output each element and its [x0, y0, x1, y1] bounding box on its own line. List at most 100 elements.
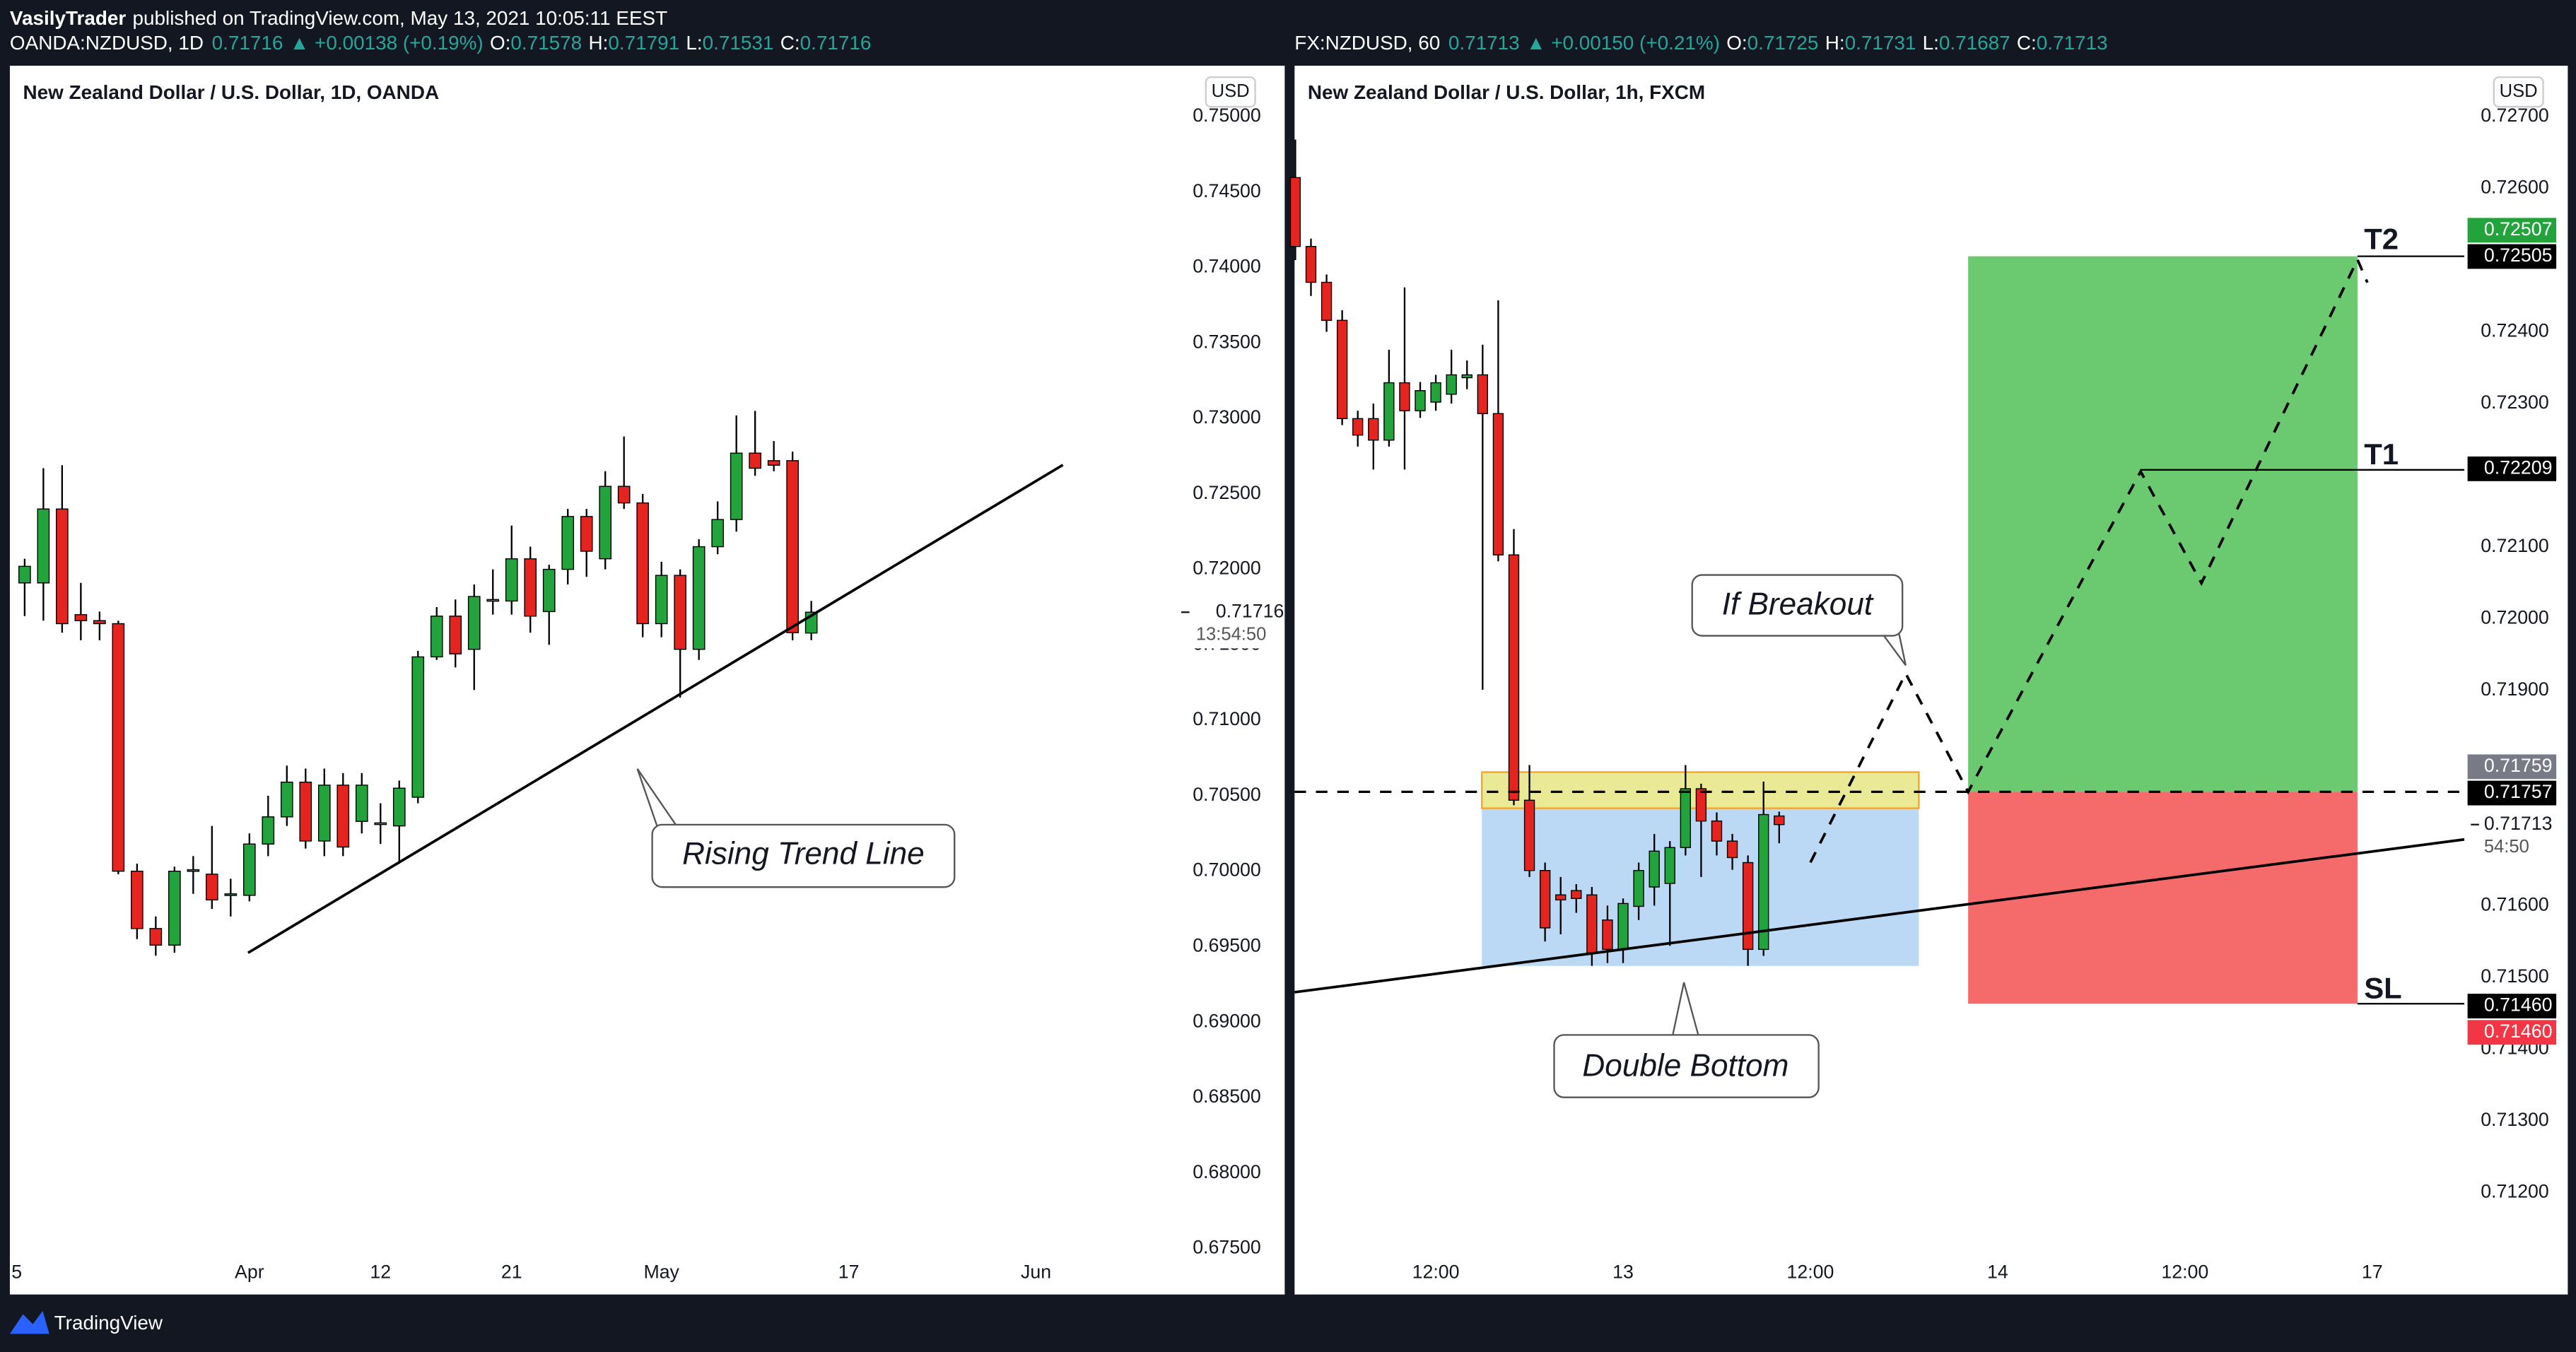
callout-pointer: [1882, 633, 1907, 666]
candle-body: [1726, 840, 1738, 859]
candle-body: [692, 546, 706, 650]
candle-body: [580, 516, 593, 552]
candle-body: [524, 558, 537, 617]
candle-body: [730, 452, 743, 520]
price-label: 0.71757: [2484, 781, 2553, 802]
candle-body: [93, 620, 106, 625]
x-tick-label: 13: [1612, 1261, 1634, 1282]
candle-body: [355, 784, 368, 822]
candle-body: [1774, 815, 1785, 825]
ohlc-name: C:: [2017, 32, 2037, 54]
published: published on TradingView.com, May 13, 20…: [133, 7, 668, 29]
stop-zone: [1968, 792, 2358, 1004]
price-label-box: [2467, 994, 2557, 1018]
y-tick-label: 0.72000: [1193, 558, 1261, 579]
quote-line: FX:NZDUSD, 60 0.71713 ▲ +0.00150 (+0.21%) O…: [1294, 32, 2107, 54]
y-tick-label: 0.71900: [2481, 678, 2549, 700]
y-tick-label: 0.68000: [1193, 1161, 1261, 1182]
y-tick-label: 0.70000: [1193, 859, 1261, 881]
candle-body: [542, 568, 556, 613]
change: ▲ +0.00150 (+0.21%): [1526, 32, 1720, 54]
last-price: 0.71713: [1448, 32, 1520, 54]
candle-body: [749, 452, 761, 469]
ohlc-value: 0.71687: [1939, 32, 2010, 54]
price-label: 0.71460: [2484, 1021, 2553, 1042]
candle-body: [767, 460, 780, 466]
x-tick-label: 17: [2362, 1261, 2383, 1282]
price-label: 0.72507: [2484, 218, 2553, 240]
stop-label: SL: [2364, 972, 2401, 1005]
callout-pointer: [636, 768, 678, 827]
candle-body: [1368, 418, 1379, 441]
price-label: 0.71759: [2484, 755, 2553, 776]
candle-body: [1586, 894, 1598, 954]
y-tick-label: 0.71000: [1193, 708, 1261, 729]
candle-body: [1617, 903, 1629, 951]
candle-body: [430, 616, 443, 658]
candle-body: [1289, 177, 1301, 247]
candle-body: [1555, 894, 1567, 901]
candle-body: [1430, 382, 1441, 403]
x-tick-label: 12:00: [1787, 1261, 1834, 1282]
candle-body: [299, 781, 312, 842]
candle-body: [505, 558, 518, 602]
ohlc-name: L:: [686, 32, 702, 54]
target-label: T2: [2364, 223, 2399, 256]
quote-line: OANDA:NZDUSD, 1D 0.71716 ▲ +0.00138 (+0.19…: [10, 32, 871, 54]
price-label-box: [2467, 1020, 2557, 1045]
callout-text: Double Bottom: [1582, 1049, 1788, 1083]
price-label-box: [2467, 754, 2557, 780]
candle-body: [1352, 418, 1364, 436]
y-tick-label: 0.74500: [1193, 180, 1261, 201]
ohlc-value: 0.71713: [2037, 32, 2108, 54]
callout-box: [651, 823, 956, 888]
candle-body: [636, 502, 650, 625]
x-tick-label: 12:00: [1412, 1261, 1460, 1282]
candle-body: [1664, 847, 1675, 884]
candle-body: [1695, 788, 1707, 822]
candle-body: [1383, 382, 1395, 441]
ohlc-name: C:: [780, 32, 800, 54]
price-label-box: [2467, 456, 2557, 481]
candle-body: [1523, 799, 1535, 871]
candle-body: [18, 565, 31, 584]
y-tick-label: 0.73000: [1193, 406, 1261, 428]
countdown: 54:50: [2484, 837, 2529, 857]
ohlc-name: O:: [490, 32, 510, 54]
callout-pointer: [1671, 982, 1700, 1037]
x-tick-label: Apr: [235, 1261, 264, 1282]
y-tick-label: 0.72700: [2481, 105, 2549, 126]
candle-body: [1399, 382, 1410, 411]
price-label: 0.72209: [2484, 457, 2553, 478]
y-tick-label: 0.72600: [2481, 177, 2549, 198]
last-price-label: 0.71716: [1216, 600, 1284, 621]
candle-body: [1680, 788, 1691, 848]
y-tick-label: 0.72300: [2481, 392, 2549, 413]
y-tick-label: 0.67500: [1193, 1237, 1261, 1258]
candle-body: [74, 613, 88, 621]
ohlc-value: 0.71716: [800, 32, 872, 54]
x-tick-label: 14: [1987, 1261, 2008, 1282]
callout-text: If Breakout: [1722, 587, 1874, 621]
callout-box: [1691, 574, 1904, 637]
candle-body: [1508, 554, 1520, 801]
ohlc-value: 0.71578: [510, 32, 582, 54]
price-label-box: [2467, 218, 2557, 243]
candle-body: [1446, 374, 1457, 395]
symbol: FX:NZDUSD, 60: [1294, 32, 1440, 54]
candle-body: [1305, 246, 1317, 283]
y-tick-label: 0.71600: [2481, 893, 2549, 915]
author: VasilyTrader: [10, 7, 126, 29]
candle-body: [1602, 919, 1613, 951]
x-tick-label: 12: [370, 1261, 391, 1282]
candle-body: [262, 816, 275, 845]
y-tick-label: 0.71200: [2481, 1180, 2549, 1201]
currency-box: [1205, 76, 1256, 108]
brand: TradingView: [54, 1312, 163, 1334]
candle-body: [1758, 813, 1769, 951]
countdown: 13:54:50: [1196, 625, 1266, 645]
price-label: 0.71460: [2484, 994, 2553, 1016]
ohlc-value: 0.71731: [1845, 32, 1916, 54]
x-tick-label: 5: [11, 1261, 22, 1282]
